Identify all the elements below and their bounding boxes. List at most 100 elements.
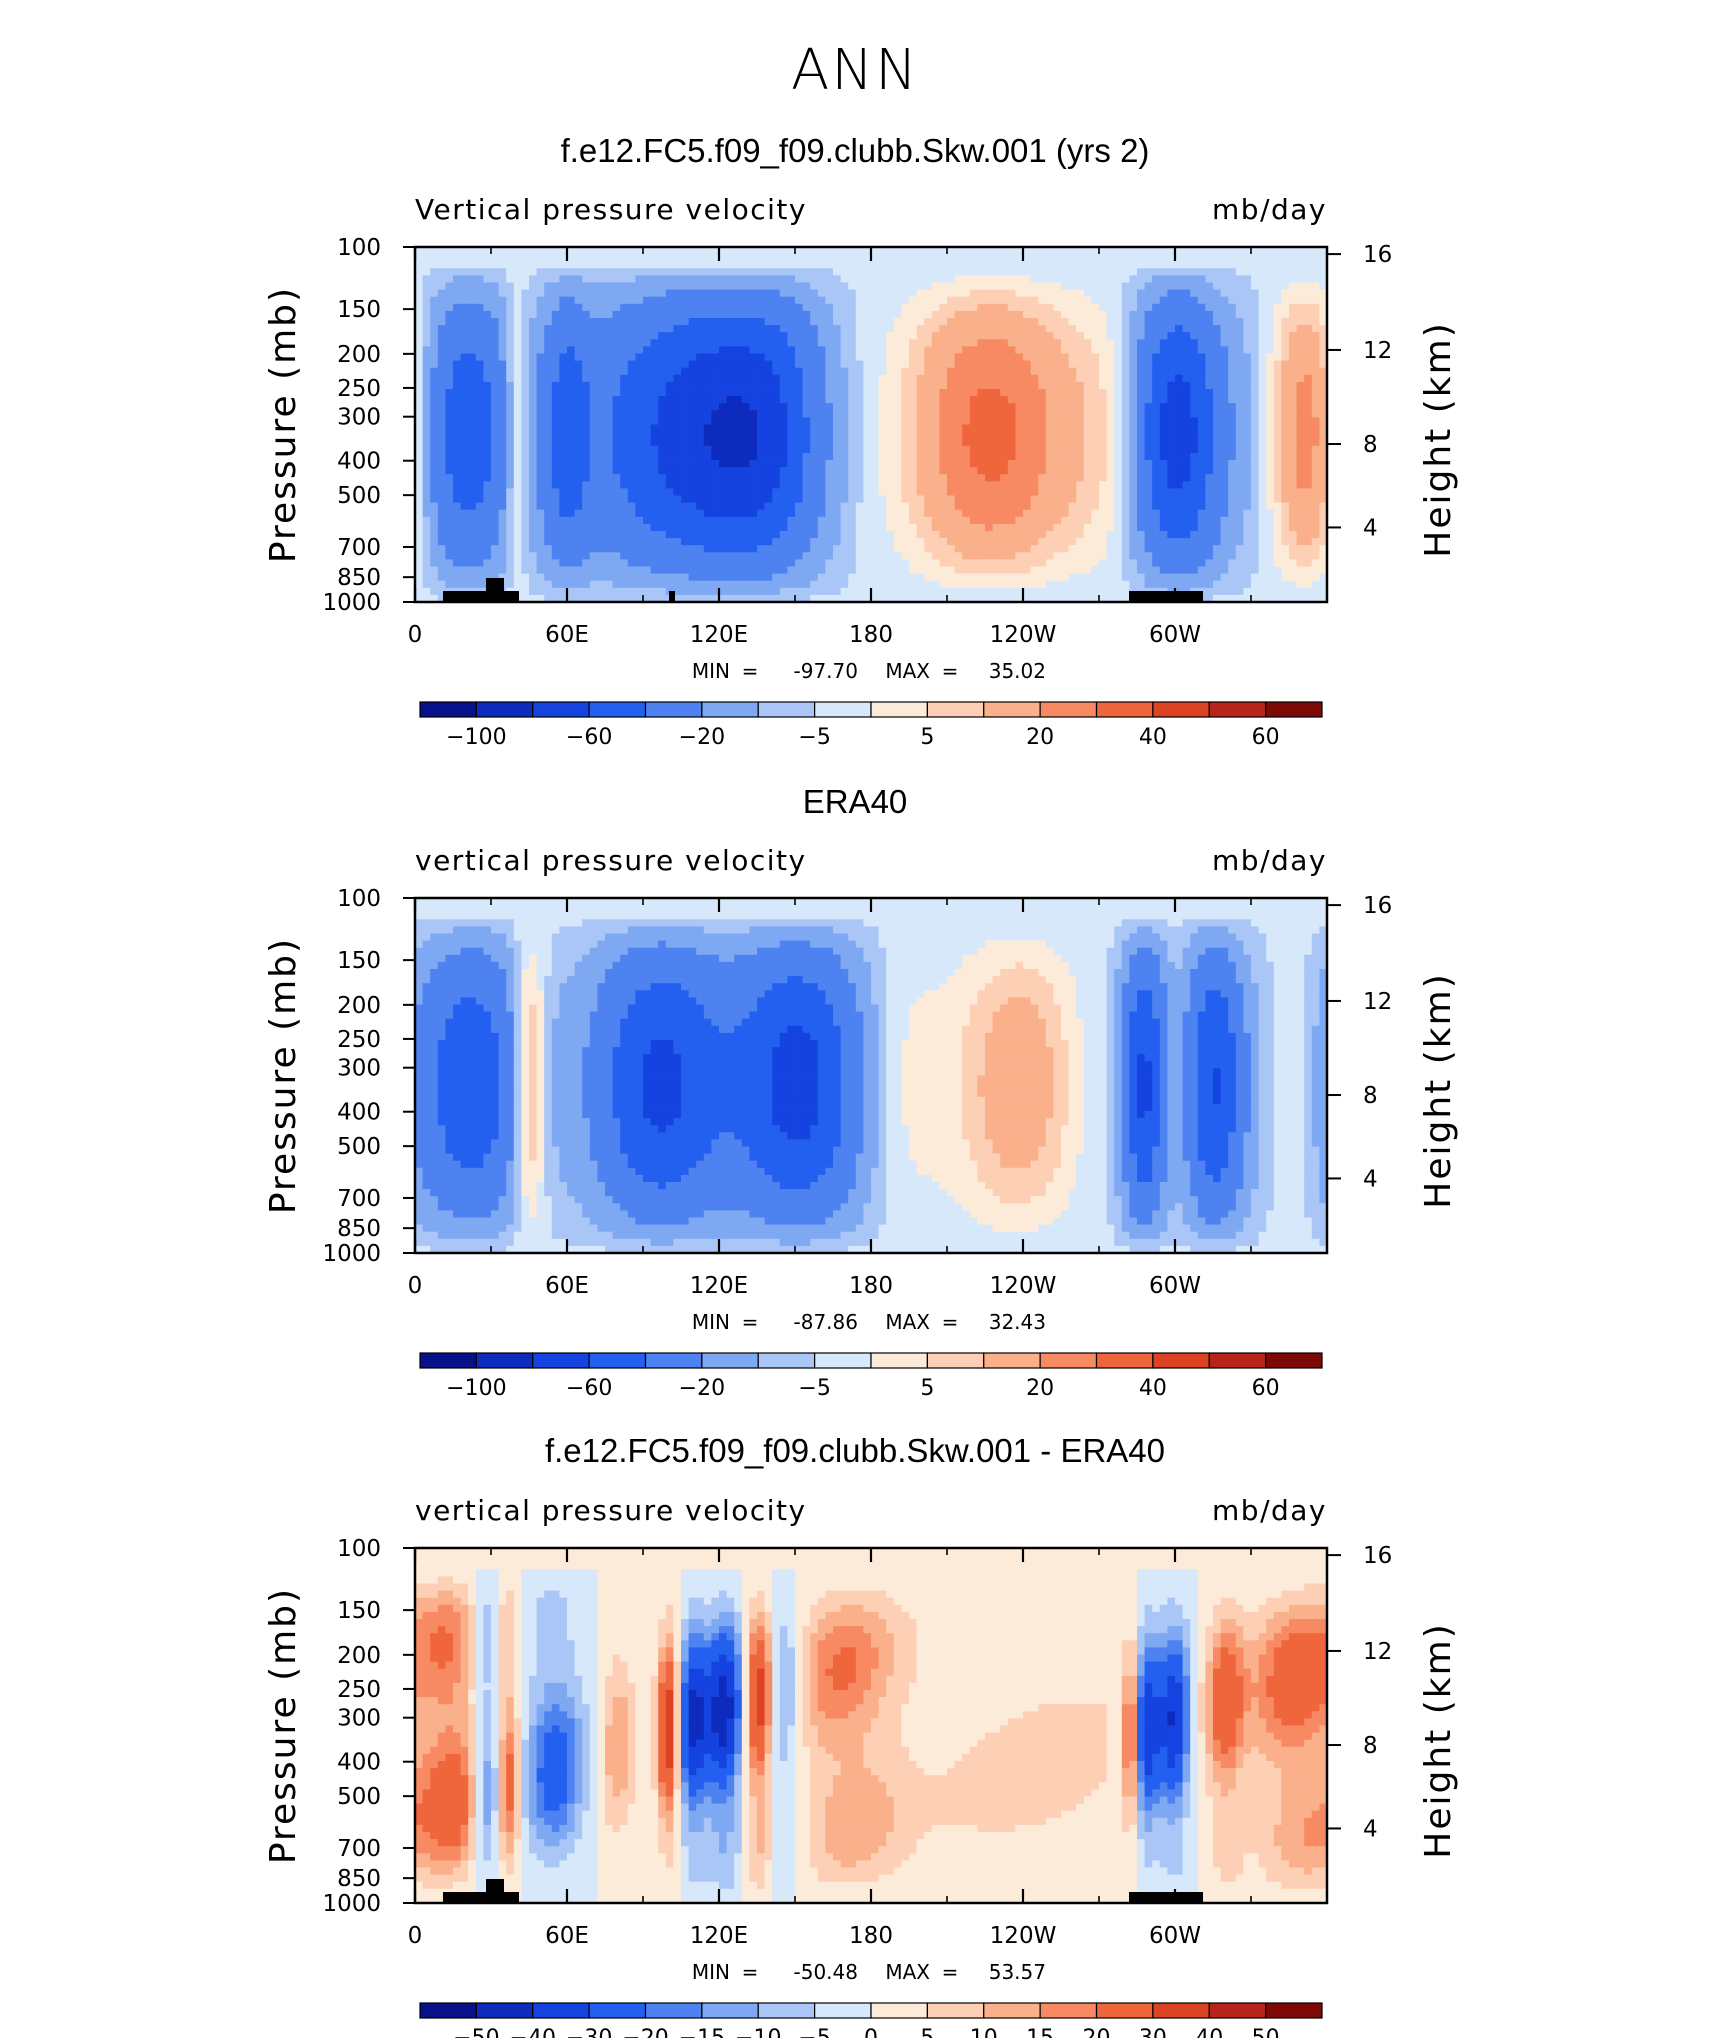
heatmap-cell [567,410,576,418]
heatmap-cell [954,481,963,489]
heatmap-cell [521,452,530,461]
heatmap-cell [437,467,446,475]
heatmap-cell [574,389,583,397]
heatmap-cell [985,516,994,525]
heatmap-cell [475,303,484,312]
heatmap-cell [605,467,614,475]
heatmap-cell [460,531,469,539]
heatmap-cell [696,531,705,539]
heatmap-cell [1289,325,1298,333]
heatmap-cell [665,268,674,276]
heatmap-cell [559,417,568,426]
heatmap-cell [1228,445,1237,454]
heatmap-cell [787,282,796,291]
heatmap-cell [1197,339,1206,347]
heatmap-cell [871,310,880,319]
heatmap-cell [1053,282,1062,291]
heatmap-cell [612,339,621,347]
heatmap-cell [1091,467,1100,475]
heatmap-cell [422,424,431,433]
heatmap-cell [551,460,560,468]
heatmap-cell [536,289,545,298]
heatmap-cell [437,523,446,532]
heatmap-cell [1152,495,1161,504]
heatmap-cell [878,488,887,497]
heatmap-cell [1106,268,1115,276]
heatmap-cell [848,346,857,355]
heatmap-cell [681,516,690,525]
heatmap-cell [992,247,1001,255]
heatmap-cell [1190,403,1199,411]
heatmap-cell [795,261,804,269]
heatmap-cell [483,381,492,390]
heatmap-cell [787,410,796,418]
heatmap-cell [757,516,766,525]
heatmap-cell [1220,289,1229,298]
heatmap-cell [574,296,583,305]
heatmap-cell [1235,531,1244,539]
heatmap-cell [696,339,705,347]
heatmap-cell [757,247,766,255]
heatmap-cell [931,531,940,539]
heatmap-cell [498,254,507,262]
heatmap-cell [1015,282,1024,291]
heatmap-cell [901,538,910,546]
heatmap-cell [886,538,895,546]
heatmap-cell [1213,523,1222,532]
heatmap-cell [1220,417,1229,426]
heatmap-cell [574,445,583,454]
heatmap-cell [787,247,796,255]
heatmap-cell [931,516,940,525]
heatmap-cell [787,353,796,362]
heatmap-cell [779,460,788,468]
heatmap-cell [977,438,986,447]
heatmap-cell [817,332,826,340]
heatmap-cell [1068,261,1077,269]
heatmap-cell [430,516,439,525]
heatmap-cell [833,396,842,404]
heatmap-cell [445,275,454,284]
heatmap-cell [802,360,811,369]
heatmap-cell [605,452,614,461]
heatmap-cell [498,296,507,305]
heatmap-cell [567,318,576,326]
heatmap-cell [612,360,621,369]
heatmap-cell [1068,275,1077,284]
heatmap-cell [1007,346,1016,355]
heatmap-cell [437,261,446,269]
heatmap-cell [551,367,560,376]
heatmap-cell [1190,282,1199,291]
heatmap-cell [1258,353,1267,362]
heatmap-cell [1243,531,1252,539]
heatmap-cell [567,502,576,511]
heatmap-cell [681,431,690,440]
heatmap-cell [688,531,697,539]
heatmap-cell [703,474,712,482]
heatmap-cell [954,431,963,440]
heatmap-cell [711,523,720,532]
heatmap-cell [612,516,621,525]
heatmap-cell [453,303,462,312]
heatmap-cell [711,438,720,447]
heatmap-cell [483,254,492,262]
heatmap-cell [673,381,682,390]
heatmap-cell [939,403,948,411]
heatmap-cell [1197,303,1206,312]
heatmap-cell [947,325,956,333]
heatmap-cell [1205,431,1214,440]
heatmap-cell [460,417,469,426]
heatmap-cell [795,531,804,539]
heatmap-cell [1129,254,1138,262]
heatmap-cell [734,481,743,489]
heatmap-cell [688,374,697,383]
heatmap-cell [1015,268,1024,276]
heatmap-cell [764,360,773,369]
heatmap-cell [1205,389,1214,397]
heatmap-cell [1015,346,1024,355]
heatmap-cell [1205,310,1214,319]
heatmap-cell [422,403,431,411]
heatmap-cell [688,367,697,376]
heatmap-cell [498,275,507,284]
heatmap-cell [1273,417,1282,426]
heatmap-cell [665,403,674,411]
